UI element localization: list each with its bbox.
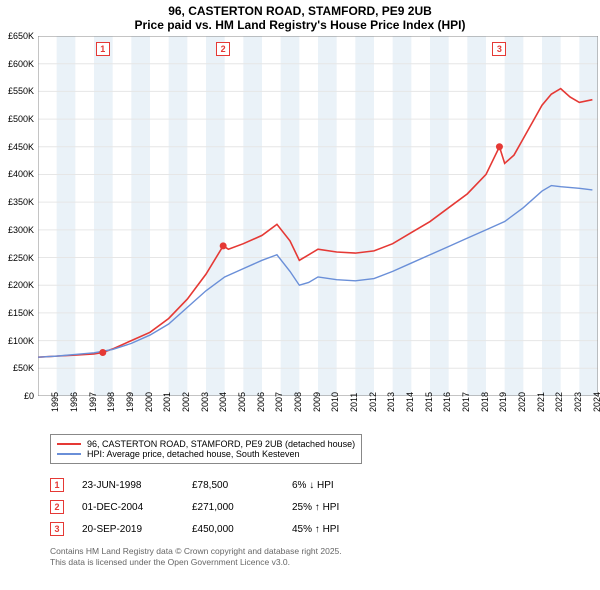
y-tick-label: £0 bbox=[24, 391, 34, 401]
y-tick-label: £650K bbox=[8, 31, 34, 41]
x-tick-label: 2006 bbox=[256, 392, 266, 412]
x-tick-label: 2008 bbox=[293, 392, 303, 412]
chart-sale-marker: 1 bbox=[96, 42, 110, 56]
x-tick-label: 2016 bbox=[442, 392, 452, 412]
footer: Contains HM Land Registry data © Crown c… bbox=[50, 546, 600, 568]
y-tick-label: £500K bbox=[8, 114, 34, 124]
x-tick-label: 2011 bbox=[349, 393, 359, 412]
chart-sale-marker: 3 bbox=[492, 42, 506, 56]
y-tick-label: £250K bbox=[8, 253, 34, 263]
x-tick-label: 2010 bbox=[330, 392, 340, 412]
legend-swatch-hpi bbox=[57, 453, 81, 455]
x-tick-label: 2005 bbox=[237, 392, 247, 412]
sale-hpi: 6% ↓ HPI bbox=[292, 480, 392, 491]
sales-table: 1 23-JUN-1998 £78,500 6% ↓ HPI 2 01-DEC-… bbox=[50, 474, 600, 540]
sale-price: £78,500 bbox=[192, 480, 292, 491]
sales-row: 1 23-JUN-1998 £78,500 6% ↓ HPI bbox=[50, 474, 600, 496]
legend-label-hpi: HPI: Average price, detached house, Sout… bbox=[87, 449, 299, 459]
y-tick-label: £450K bbox=[8, 142, 34, 152]
x-tick-label: 2023 bbox=[573, 392, 583, 412]
sale-marker: 2 bbox=[50, 500, 64, 514]
sale-date: 23-JUN-1998 bbox=[82, 480, 192, 491]
chart-title-line1: 96, CASTERTON ROAD, STAMFORD, PE9 2UB bbox=[0, 4, 600, 18]
legend-row-price-paid: 96, CASTERTON ROAD, STAMFORD, PE9 2UB (d… bbox=[57, 439, 355, 449]
sale-price: £271,000 bbox=[192, 502, 292, 513]
sales-row: 2 01-DEC-2004 £271,000 25% ↑ HPI bbox=[50, 496, 600, 518]
x-tick-label: 1998 bbox=[106, 392, 116, 412]
legend-label-price-paid: 96, CASTERTON ROAD, STAMFORD, PE9 2UB (d… bbox=[87, 439, 355, 449]
x-tick-label: 2018 bbox=[480, 392, 490, 412]
chart-title-line2: Price paid vs. HM Land Registry's House … bbox=[0, 18, 600, 32]
x-tick-label: 2020 bbox=[517, 392, 527, 412]
x-tick-label: 1996 bbox=[69, 392, 79, 412]
x-tick-label: 2014 bbox=[405, 392, 415, 412]
x-tick-label: 2009 bbox=[312, 392, 322, 412]
chart-area: £0£50K£100K£150K£200K£250K£300K£350K£400… bbox=[38, 36, 598, 396]
x-tick-label: 2013 bbox=[386, 392, 396, 412]
x-tick-label: 2017 bbox=[461, 392, 471, 412]
sale-marker: 3 bbox=[50, 522, 64, 536]
x-tick-label: 2019 bbox=[498, 392, 508, 412]
y-tick-label: £50K bbox=[13, 363, 34, 373]
sale-hpi: 45% ↑ HPI bbox=[292, 524, 392, 535]
y-tick-label: £100K bbox=[8, 336, 34, 346]
x-tick-label: 2002 bbox=[181, 392, 191, 412]
legend-swatch-price-paid bbox=[57, 443, 81, 445]
x-axis-labels: 1995199619971998199920002001200220032004… bbox=[38, 398, 598, 426]
chart-title-block: 96, CASTERTON ROAD, STAMFORD, PE9 2UB Pr… bbox=[0, 0, 600, 32]
footer-line1: Contains HM Land Registry data © Crown c… bbox=[50, 546, 600, 557]
x-tick-label: 2004 bbox=[218, 392, 228, 412]
y-tick-label: £150K bbox=[8, 308, 34, 318]
x-tick-label: 2001 bbox=[162, 392, 172, 412]
x-tick-label: 2024 bbox=[592, 392, 600, 412]
sale-price: £450,000 bbox=[192, 524, 292, 535]
x-tick-label: 1999 bbox=[125, 392, 135, 412]
footer-line2: This data is licensed under the Open Gov… bbox=[50, 557, 600, 568]
x-tick-label: 1997 bbox=[88, 392, 98, 412]
x-tick-label: 2021 bbox=[536, 392, 546, 412]
y-axis-labels: £0£50K£100K£150K£200K£250K£300K£350K£400… bbox=[0, 36, 36, 396]
chart-sale-marker: 2 bbox=[216, 42, 230, 56]
x-tick-label: 2003 bbox=[200, 392, 210, 412]
legend-row-hpi: HPI: Average price, detached house, Sout… bbox=[57, 449, 355, 459]
y-tick-label: £600K bbox=[8, 59, 34, 69]
y-tick-label: £300K bbox=[8, 225, 34, 235]
legend: 96, CASTERTON ROAD, STAMFORD, PE9 2UB (d… bbox=[50, 434, 362, 464]
x-tick-label: 1995 bbox=[50, 392, 60, 412]
sale-date: 01-DEC-2004 bbox=[82, 502, 192, 513]
y-tick-label: £200K bbox=[8, 280, 34, 290]
sales-row: 3 20-SEP-2019 £450,000 45% ↑ HPI bbox=[50, 518, 600, 540]
x-tick-label: 2015 bbox=[424, 392, 434, 412]
y-tick-label: £550K bbox=[8, 86, 34, 96]
x-tick-label: 2007 bbox=[274, 392, 284, 412]
y-tick-label: £400K bbox=[8, 169, 34, 179]
sale-date: 20-SEP-2019 bbox=[82, 524, 192, 535]
x-tick-label: 2012 bbox=[368, 392, 378, 412]
y-tick-label: £350K bbox=[8, 197, 34, 207]
x-tick-label: 2022 bbox=[554, 392, 564, 412]
sale-marker: 1 bbox=[50, 478, 64, 492]
chart-plot-svg bbox=[38, 36, 598, 396]
x-tick-label: 2000 bbox=[144, 392, 154, 412]
sale-hpi: 25% ↑ HPI bbox=[292, 502, 392, 513]
